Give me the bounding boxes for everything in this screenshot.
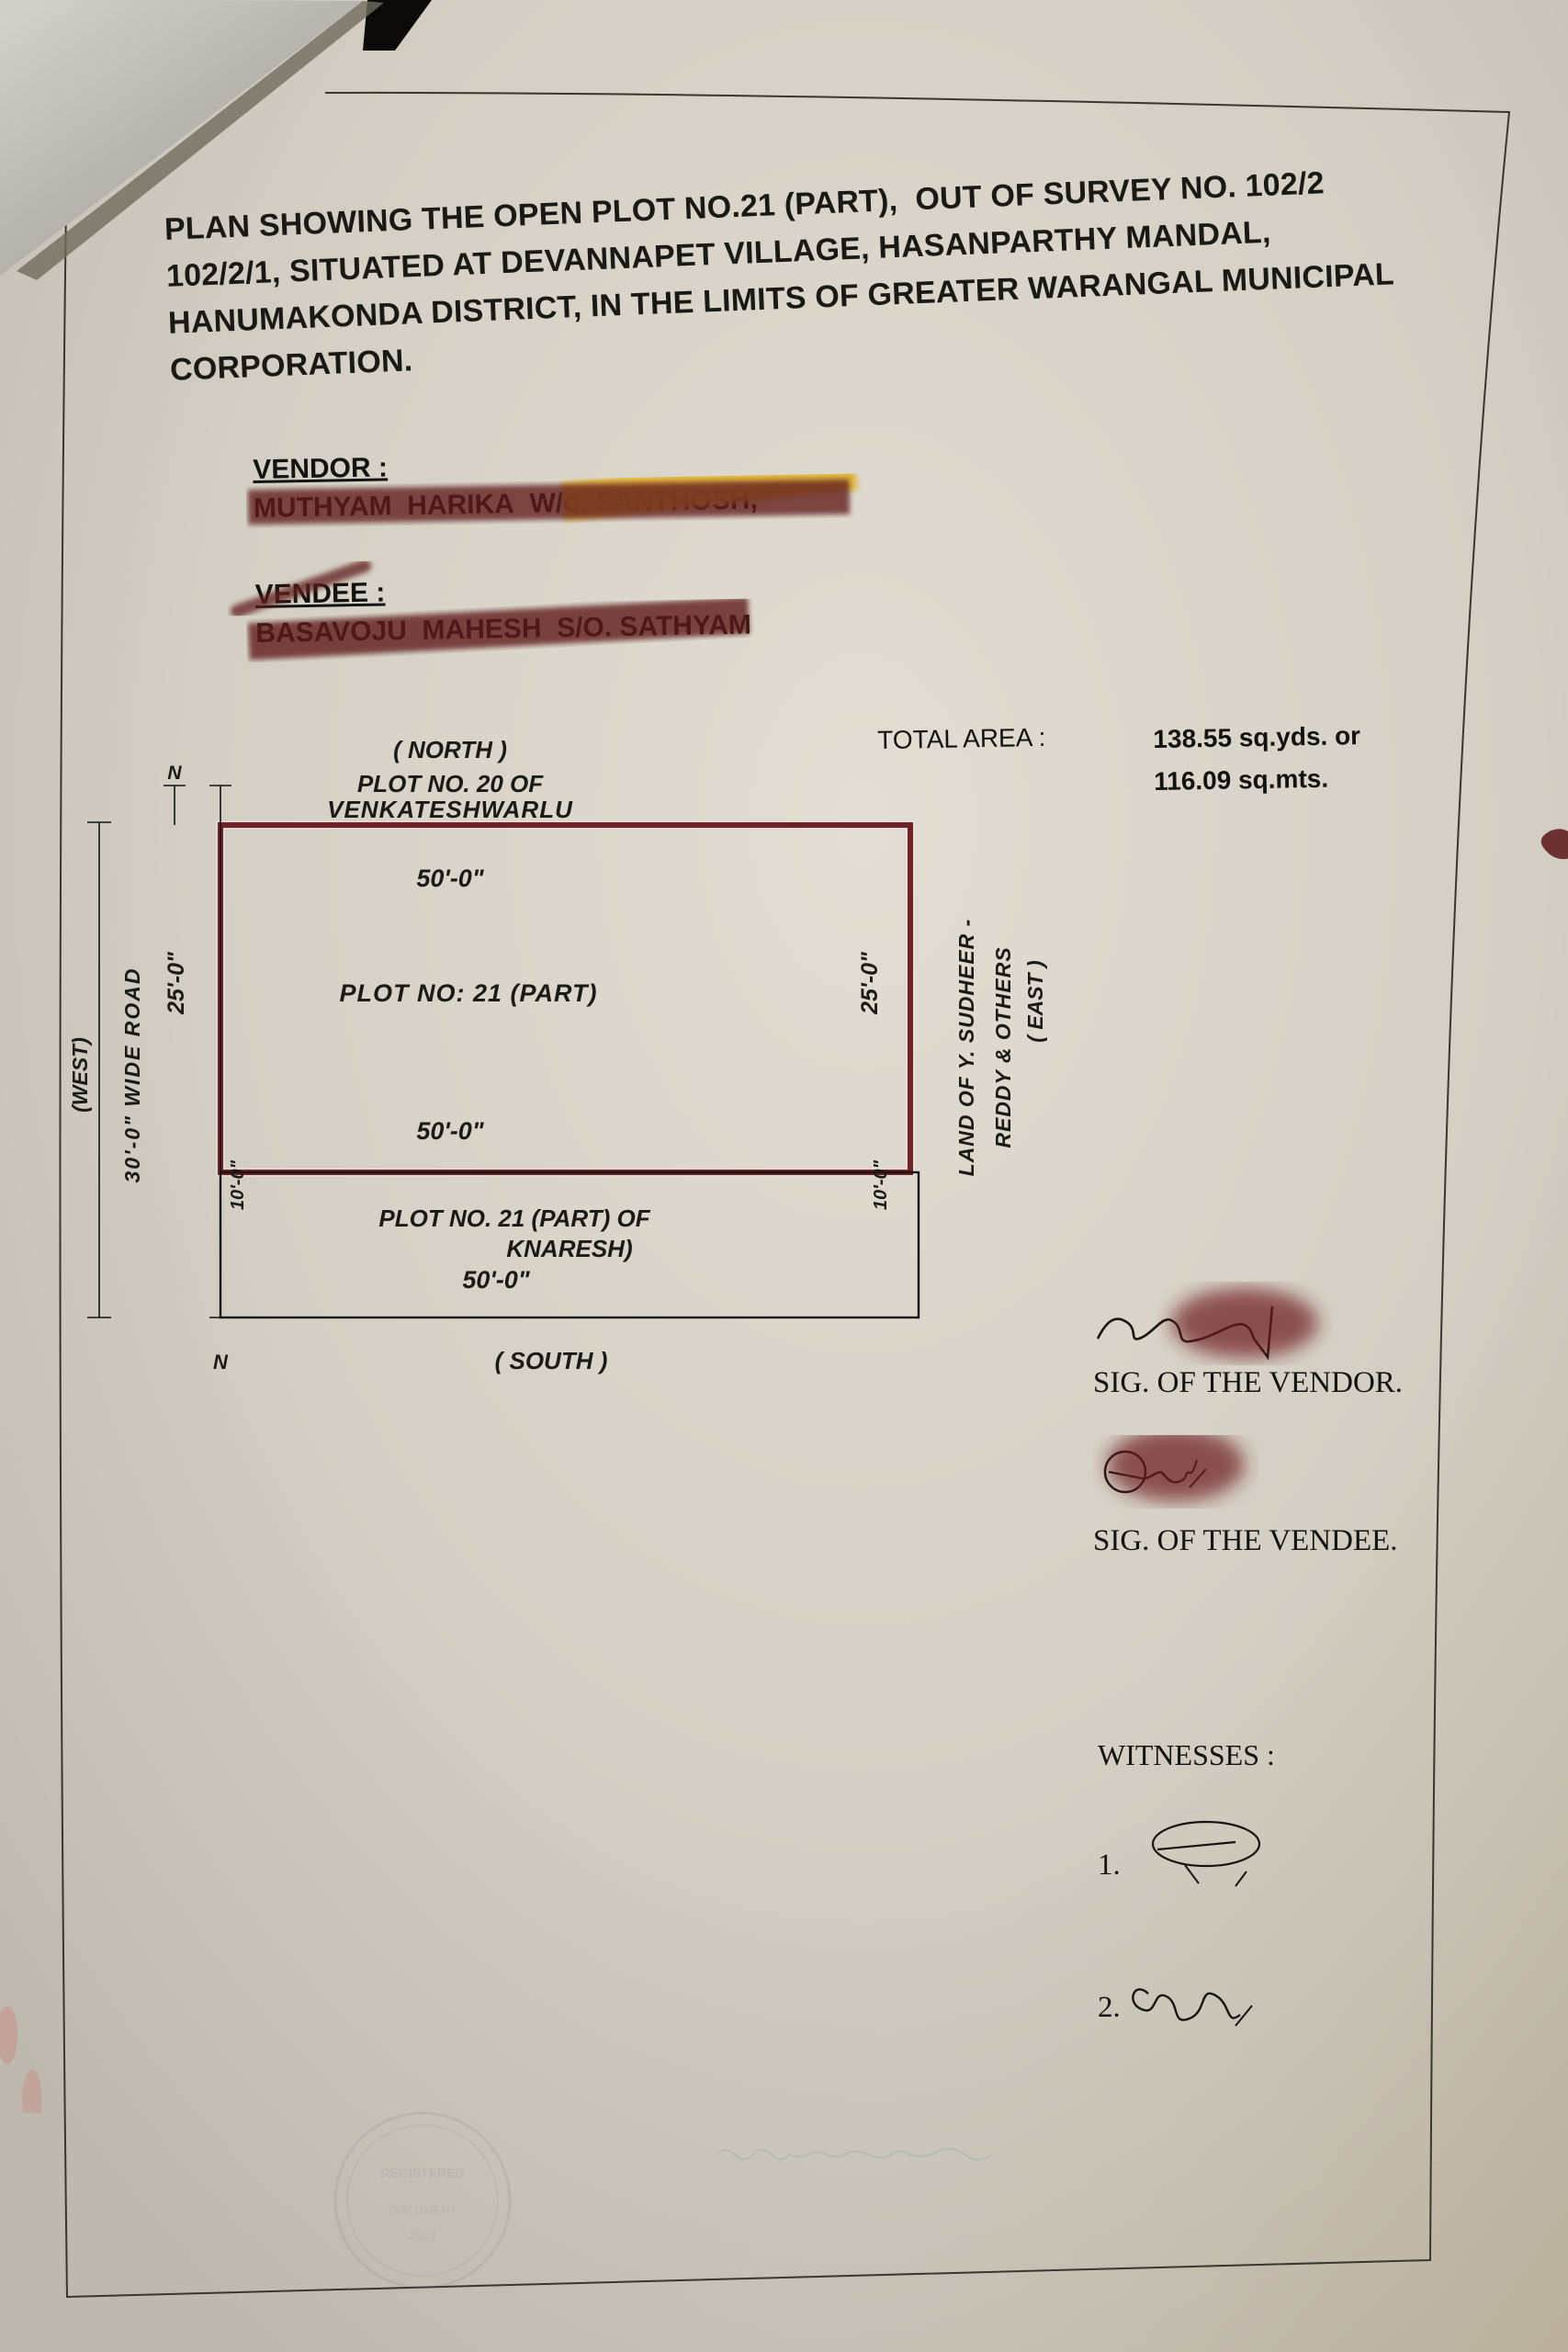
svg-text:SIG. OF THE VENDEE.: SIG. OF THE VENDEE. bbox=[1093, 1524, 1398, 1557]
svg-text:1.: 1. bbox=[1098, 1849, 1121, 1882]
svg-text:2.: 2. bbox=[1098, 1991, 1121, 2024]
svg-text:10'-0": 10'-0" bbox=[228, 1159, 248, 1210]
svg-text:( EAST ): ( EAST ) bbox=[1023, 960, 1047, 1042]
svg-text:VENKATESHWARLU: VENKATESHWARLU bbox=[327, 796, 573, 823]
svg-text:DOCUMENT: DOCUMENT bbox=[388, 2203, 457, 2217]
svg-text:N: N bbox=[167, 763, 182, 784]
svg-text:50'-0": 50'-0" bbox=[462, 1266, 530, 1294]
svg-text:KNARESH): KNARESH) bbox=[506, 1235, 632, 1262]
svg-text:50'-0": 50'-0" bbox=[416, 865, 484, 892]
svg-text:LAND OF Y. SUDHEER -: LAND OF Y. SUDHEER - bbox=[954, 919, 978, 1177]
svg-text:REGISTERED: REGISTERED bbox=[380, 2165, 464, 2180]
svg-text:( SOUTH ): ( SOUTH ) bbox=[495, 1347, 608, 1374]
svg-text:30'-0" WIDE ROAD: 30'-0" WIDE ROAD bbox=[120, 967, 144, 1183]
svg-text:(WEST): (WEST) bbox=[68, 1037, 92, 1113]
svg-text:25'-0": 25'-0" bbox=[857, 951, 883, 1015]
svg-text:N: N bbox=[213, 1351, 229, 1374]
svg-text:PLOT NO: 21 (PART): PLOT NO: 21 (PART) bbox=[339, 979, 597, 1007]
svg-text:PLOT NO. 21 (PART) OF: PLOT NO. 21 (PART) OF bbox=[378, 1204, 650, 1232]
svg-text:PLOT NO. 20 OF: PLOT NO. 20 OF bbox=[357, 770, 544, 797]
svg-text:25'-0": 25'-0" bbox=[164, 951, 189, 1015]
svg-text:SIG. OF THE VENDOR.: SIG. OF THE VENDOR. bbox=[1093, 1366, 1403, 1399]
svg-text:REDDY & OTHERS: REDDY & OTHERS bbox=[991, 946, 1015, 1148]
svg-text:50'-0": 50'-0" bbox=[416, 1117, 484, 1145]
svg-text:10'-0": 10'-0" bbox=[871, 1159, 891, 1210]
svg-text:2023: 2023 bbox=[410, 2228, 436, 2242]
svg-text:( NORTH ): ( NORTH ) bbox=[393, 736, 507, 763]
